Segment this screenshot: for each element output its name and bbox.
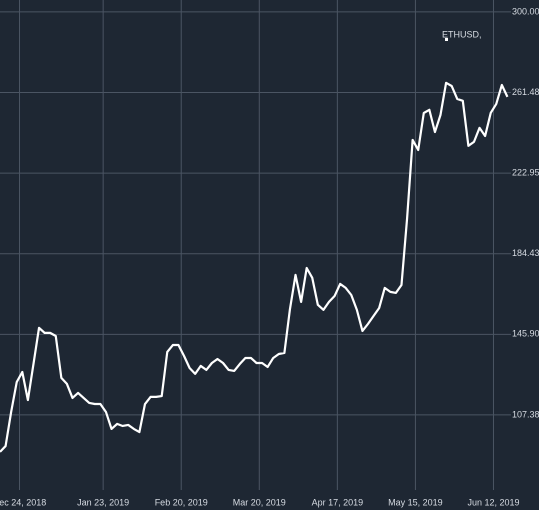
y-tick-label: 261.48 <box>512 87 539 97</box>
y-tick-label: 184.43 <box>512 248 539 258</box>
x-tick-label: Feb 20, 2019 <box>155 497 208 507</box>
x-tick-label: Dec 24, 2018 <box>0 497 46 507</box>
symbol-label: ETHUSD, <box>442 29 482 39</box>
y-tick-label: 107.38 <box>512 409 539 419</box>
symbol-marker <box>445 38 448 41</box>
x-tick-label: Mar 20, 2019 <box>233 497 286 507</box>
y-tick-label: 145.90 <box>512 329 539 339</box>
x-tick-label: Apr 17, 2019 <box>312 497 364 507</box>
price-line <box>0 81 509 453</box>
x-tick-label: May 15, 2019 <box>388 497 443 507</box>
x-tick-label: Jun 12, 2019 <box>467 497 519 507</box>
y-tick-label: 222.95 <box>512 168 539 178</box>
y-tick-label: 300.00 <box>512 6 539 16</box>
x-tick-label: Jan 23, 2019 <box>77 497 129 507</box>
